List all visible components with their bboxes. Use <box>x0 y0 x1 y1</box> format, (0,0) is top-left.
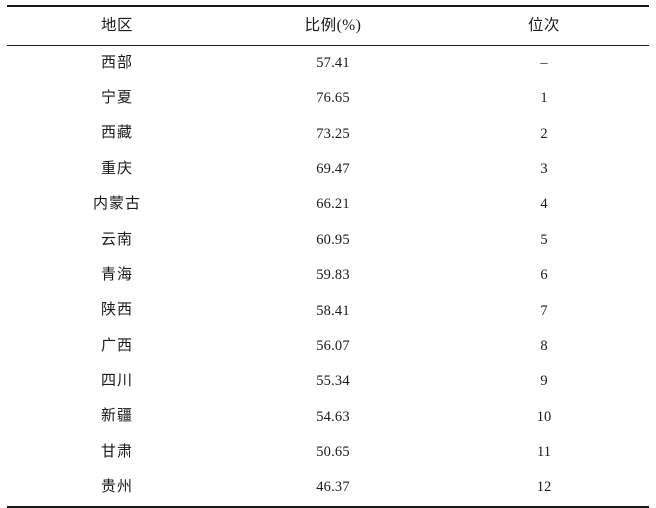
cell-region: 宁夏 <box>100 90 133 107</box>
table-row: 西部 57.41 – <box>7 45 649 81</box>
table-row: 新疆 54.63 10 <box>7 399 649 434</box>
cell-region: 内蒙古 <box>92 196 141 213</box>
column-header-region: 地区 <box>7 5 227 46</box>
cell-region: 青海 <box>100 266 133 283</box>
cell-proportion: 66.21 <box>316 196 350 213</box>
table-row: 广西 56.07 8 <box>7 329 649 364</box>
table-row: 云南 60.95 5 <box>7 222 649 257</box>
data-table-container: 地区 比例(%) 位次 西部 57.41– 宁夏 76.65 1 西藏 73.25 2 重庆 69… <box>7 5 649 508</box>
cell-rank: 3 <box>540 161 548 178</box>
cell-region: 新疆 <box>100 408 133 425</box>
cell-proportion: 55.34 <box>316 373 350 390</box>
cell-rank: 11 <box>537 444 551 461</box>
table-row: 甘肃 50.65 11 <box>7 435 649 470</box>
cell-rank: 5 <box>540 231 548 248</box>
table-row: 四川 55.34 9 <box>7 364 649 399</box>
cell-rank: 8 <box>540 337 548 354</box>
table-row: 西藏 73.25 2 <box>7 116 649 151</box>
cell-rank: – <box>540 54 548 71</box>
cell-proportion: 73.25 <box>316 125 350 142</box>
cell-proportion: 69.47 <box>316 161 350 178</box>
cell-proportion: 57.41 <box>316 54 350 71</box>
cell-rank: 7 <box>540 302 548 319</box>
cell-rank: 12 <box>439 470 649 508</box>
cell-region: 甘肃 <box>100 443 133 460</box>
table-row: 宁夏 76.65 1 <box>7 81 649 116</box>
table-row: 陕西 58.41 7 <box>7 293 649 328</box>
table-body: 西部 57.41 – 宁夏 76.65 1 西藏 73.25 2 重庆 69.47 3 内蒙古 66.21… <box>7 45 649 508</box>
column-header-proportion: 比例(%) <box>227 5 439 46</box>
cell-proportion: 58.41 <box>316 302 350 319</box>
cell-proportion: 56.07 <box>316 337 350 354</box>
table-header-row: 地区 比例(%) 位次 <box>7 5 649 46</box>
cell-region: 贵州 <box>7 470 227 508</box>
cell-region: 陕西 <box>100 302 133 319</box>
cell-proportion: 50.65 <box>316 444 350 461</box>
cell-rank: 4 <box>540 196 548 213</box>
table-header: 地区 比例(%) 位次 <box>7 5 649 46</box>
table-row: 重庆 69.47 3 <box>7 152 649 187</box>
cell-rank: 9 <box>540 373 548 390</box>
cell-region: 四川 <box>100 373 133 390</box>
cell-proportion: 59.83 <box>316 267 350 284</box>
column-header-rank: 位次 <box>439 5 649 46</box>
table-row: 青海 59.83 6 <box>7 258 649 293</box>
cell-proportion: 54.63 <box>316 408 350 425</box>
statistics-table: 地区 比例(%) 位次 西部 57.41– 宁夏 76.65 1 西藏 73.25 2 重庆 69… <box>7 5 649 508</box>
cell-region: 西藏 <box>100 125 133 142</box>
cell-rank: 10 <box>536 408 552 425</box>
cell-region: 云南 <box>100 231 133 248</box>
cell-region: 重庆 <box>100 160 133 177</box>
cell-rank: 1 <box>540 90 548 107</box>
cell-rank: 2 <box>540 125 548 142</box>
cell-region: 西部 <box>100 54 133 71</box>
cell-rank: 6 <box>540 267 548 284</box>
table-row: 贵州 46.37 12 <box>7 470 649 508</box>
cell-proportion: 76.65 <box>316 90 350 107</box>
cell-proportion: 60.95 <box>316 231 350 248</box>
cell-proportion: 46.37 <box>227 470 439 508</box>
table-row: 内蒙古 66.21 4 <box>7 187 649 222</box>
cell-region: 广西 <box>100 337 133 354</box>
